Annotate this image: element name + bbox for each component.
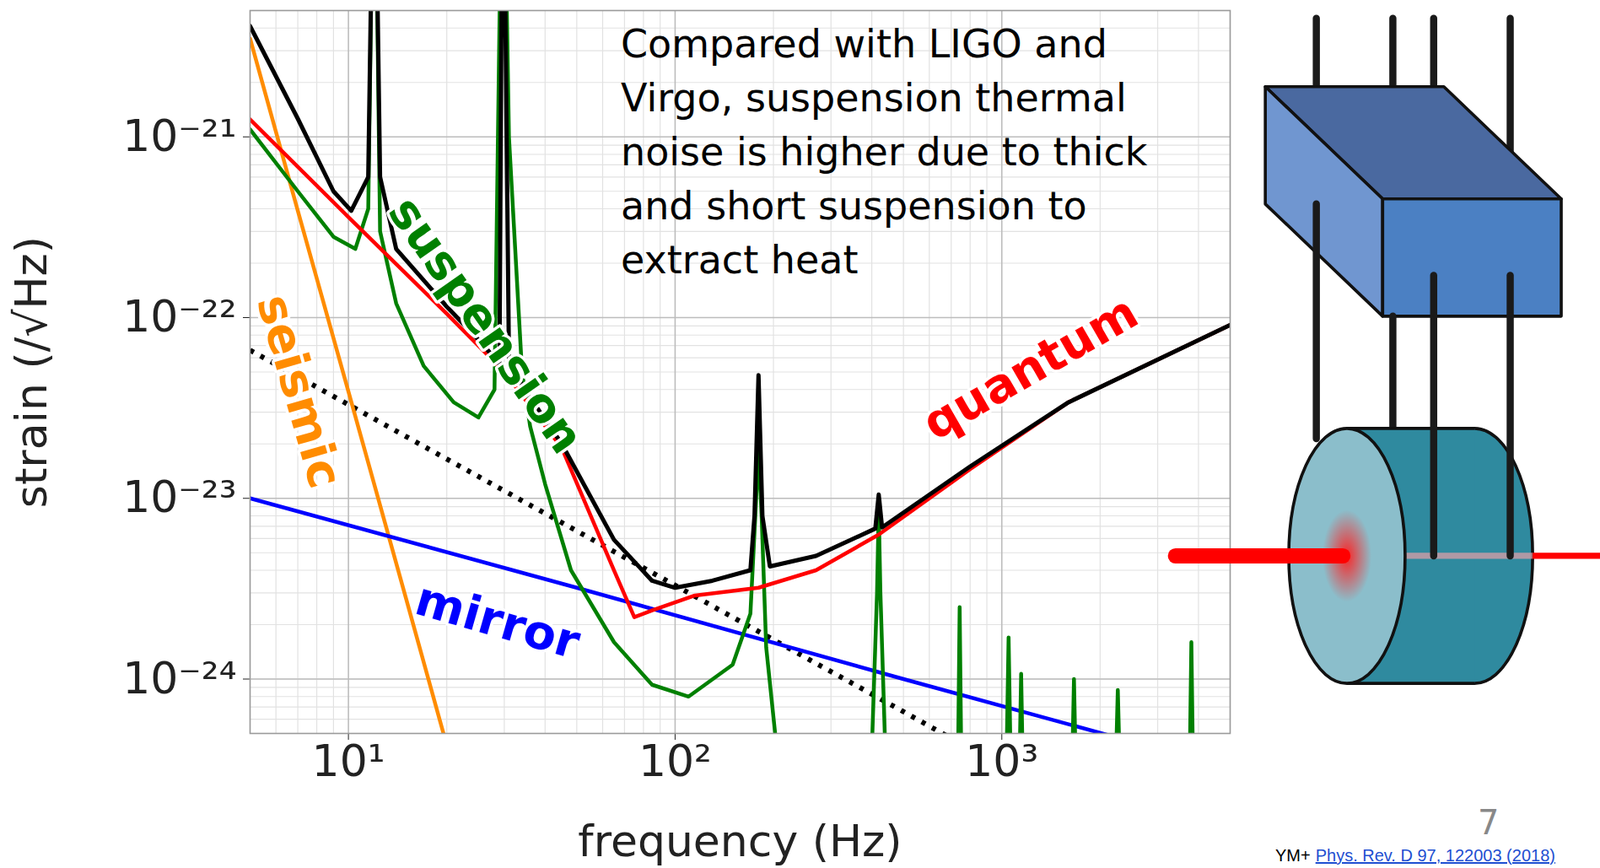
svg-text:10³: 10³ <box>964 735 1039 787</box>
html-text:YM+ Phys. Rev. D 97, 122003 (2: YM+ Phys. Rev. D 97, 122003 (2018) <box>1275 845 1556 865</box>
html-text:7: 7 <box>1477 802 1500 842</box>
svg-text:10¹: 10¹ <box>312 735 386 787</box>
svg-text:10²: 10² <box>638 735 712 787</box>
svg-text:10⁻²¹: 10⁻²¹ <box>122 110 237 162</box>
svg-text:seismic: seismic <box>246 288 354 494</box>
html-text:Compared with LIGO and Virgo,: Compared with LIGO and Virgo, suspension… <box>620 21 1148 283</box>
svg-text:10⁻²²: 10⁻²² <box>122 290 237 342</box>
svg-text:strain (/√Hz): strain (/√Hz) <box>5 236 57 508</box>
svg-text:mirror: mirror <box>409 571 587 670</box>
svg-text:frequency (Hz): frequency (Hz) <box>577 815 902 867</box>
svg-text:suspension: suspension <box>377 186 595 464</box>
svg-text:10⁻²³: 10⁻²³ <box>122 471 237 523</box>
svg-text:quantum: quantum <box>912 284 1147 452</box>
svg-text:10⁻²⁴: 10⁻²⁴ <box>122 652 237 704</box>
